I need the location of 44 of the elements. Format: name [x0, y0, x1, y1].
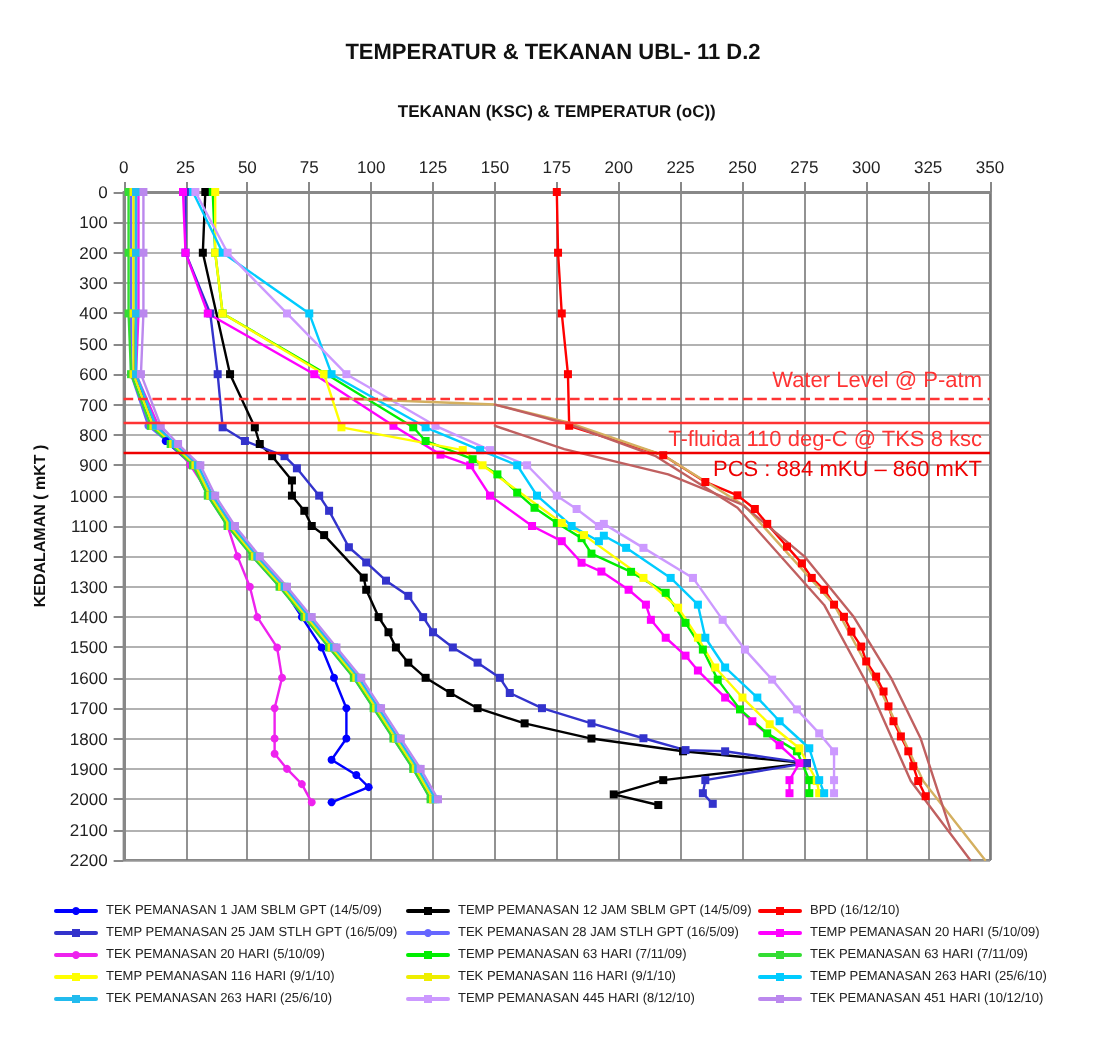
- y-tick-label: 1600: [69, 667, 109, 688]
- y-tick-label: 900: [79, 455, 109, 476]
- x-tick-label: 125: [418, 157, 448, 177]
- x-tick-label: 325: [913, 157, 943, 177]
- y-axis-title: KEDALAMAN ( mKT ): [31, 444, 49, 608]
- x-tick-label: 50: [237, 157, 258, 177]
- y-tick-label: 300: [79, 273, 109, 294]
- chart-title: TEMPERATUR & TEKANAN UBL- 11 D.2: [345, 41, 761, 65]
- y-tick-label: 600: [79, 364, 109, 385]
- y-tick-label: 1100: [71, 516, 109, 536]
- x-tick-label: 175: [542, 157, 572, 177]
- y-tick-label: 700: [79, 394, 109, 415]
- x-tick-label: 200: [604, 157, 634, 177]
- y-tick-label: 1400: [69, 607, 109, 628]
- y-tick-label: 800: [79, 424, 109, 445]
- y-tick-label: 1800: [69, 728, 109, 749]
- x-tick-label: 250: [728, 157, 758, 177]
- y-tick-label: 1300: [69, 576, 109, 597]
- annotation: Water Level @ P-atm: [772, 369, 982, 394]
- x-tick-label: 150: [480, 157, 510, 177]
- y-tick-label: 1500: [69, 637, 109, 658]
- annotation: PCS : 884 mKU – 860 mKT: [713, 458, 983, 483]
- x-tick-label: 100: [356, 157, 386, 177]
- y-tick-label: 1700: [69, 698, 109, 719]
- y-tick-label: 1900: [69, 758, 109, 779]
- y-tick-label: 2200: [69, 850, 109, 870]
- x-axis-title: TEKANAN (KSC) & TEMPERATUR (oC)): [397, 101, 717, 121]
- y-tick-label: 1000: [69, 485, 109, 506]
- y-tick-label: 2000: [69, 789, 109, 810]
- x-tick-label: 0: [118, 157, 129, 177]
- y-tick-label: 200: [79, 242, 109, 263]
- x-tick-label: 75: [299, 157, 320, 177]
- y-tick-label: 500: [79, 333, 109, 354]
- y-tick-label: 400: [79, 303, 109, 324]
- x-tick-label: 300: [852, 157, 881, 177]
- y-tick-label: 0: [98, 182, 109, 202]
- y-tick-label: 1200: [69, 546, 109, 567]
- y-tick-label: 2100: [69, 819, 109, 840]
- x-tick-label: 225: [666, 157, 696, 177]
- x-tick-label: 25: [176, 157, 196, 177]
- x-tick-label: 350: [975, 157, 1005, 177]
- annotation: T-fluida 110 deg-C @ TKS 8 ksc: [668, 427, 983, 452]
- x-tick-label: 275: [790, 157, 820, 177]
- y-tick-label: 100: [79, 212, 109, 233]
